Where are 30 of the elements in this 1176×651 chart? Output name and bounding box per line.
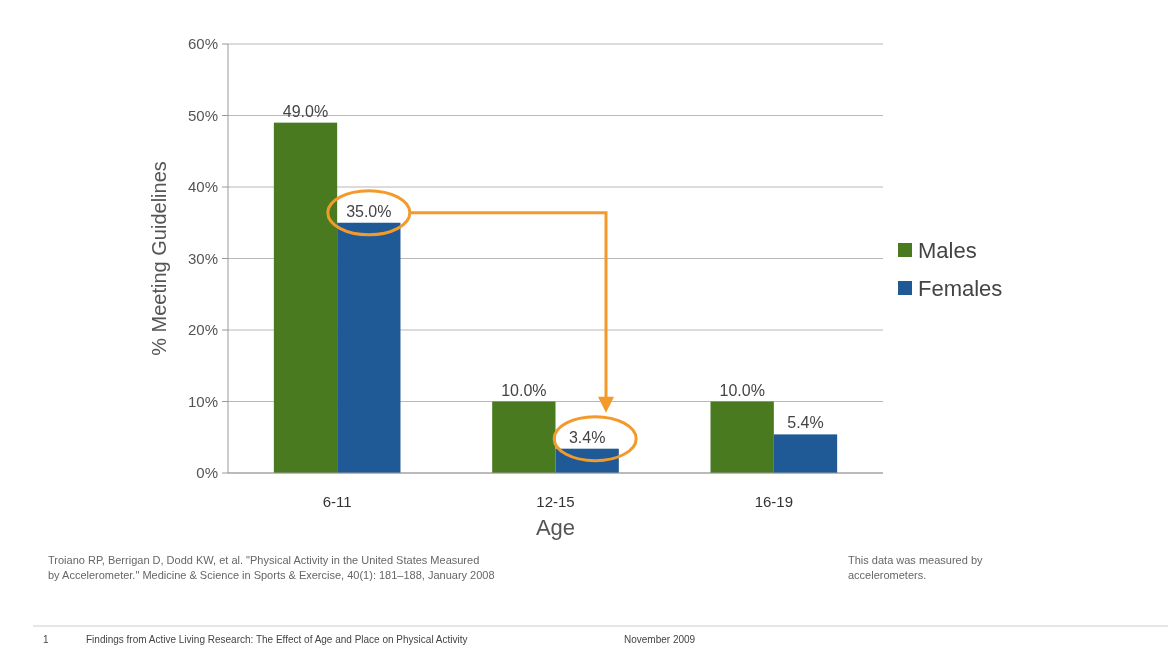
- legend-label: Males: [918, 237, 977, 263]
- y-tick-label: 50%: [187, 106, 218, 124]
- legend-label: Females: [918, 275, 1003, 301]
- data-label: 3.4%: [568, 428, 606, 446]
- x-tick-label: 16-19: [754, 493, 794, 510]
- text: Findings from Active Living Research: The Effect of Age and Place on Physical Activity: [86, 634, 468, 645]
- x-tick-label: 12-15: [536, 493, 575, 510]
- y-tick-label: 60%: [187, 35, 218, 53]
- data-label: 10.0%: [501, 381, 547, 399]
- y-tick-label: 20%: [187, 321, 218, 339]
- bar: [710, 401, 774, 473]
- x-axis-title: Age: [535, 515, 576, 540]
- data-label: 49.0%: [282, 102, 329, 120]
- data-label: 10.0%: [719, 381, 765, 399]
- y-tick-label: 10%: [187, 392, 218, 410]
- bar: [273, 122, 338, 473]
- data-label: 5.4%: [787, 414, 824, 432]
- text: November 2009: [624, 634, 696, 645]
- y-tick-label: 30%: [187, 249, 218, 267]
- bar: [492, 401, 556, 473]
- x-tick-label: 6-11: [322, 493, 352, 510]
- y-axis-title: % Meeting Guidelines: [148, 161, 170, 356]
- data-label: 35.0%: [346, 202, 392, 220]
- y-tick-label: 0%: [196, 464, 218, 482]
- bar: [337, 222, 401, 473]
- y-tick-label: 40%: [187, 178, 218, 196]
- text: Troiano RP, Berrigan D, Dodd KW, et al. "Physical Activity in the United States Measured by Accelerometer." Medicine & Science in Sports & Exercise, 40(1): 181–188, January 2008: [48, 554, 495, 581]
- bar: [773, 434, 838, 473]
- text: This data was measured by accelerometers.: [848, 554, 984, 581]
- text: 1: [43, 634, 49, 645]
